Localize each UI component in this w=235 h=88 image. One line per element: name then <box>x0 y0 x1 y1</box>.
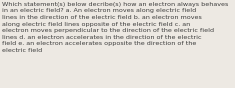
Text: Which statement(s) below decribe(s) how an electron always behaves
in an electri: Which statement(s) below decribe(s) how … <box>2 2 229 53</box>
